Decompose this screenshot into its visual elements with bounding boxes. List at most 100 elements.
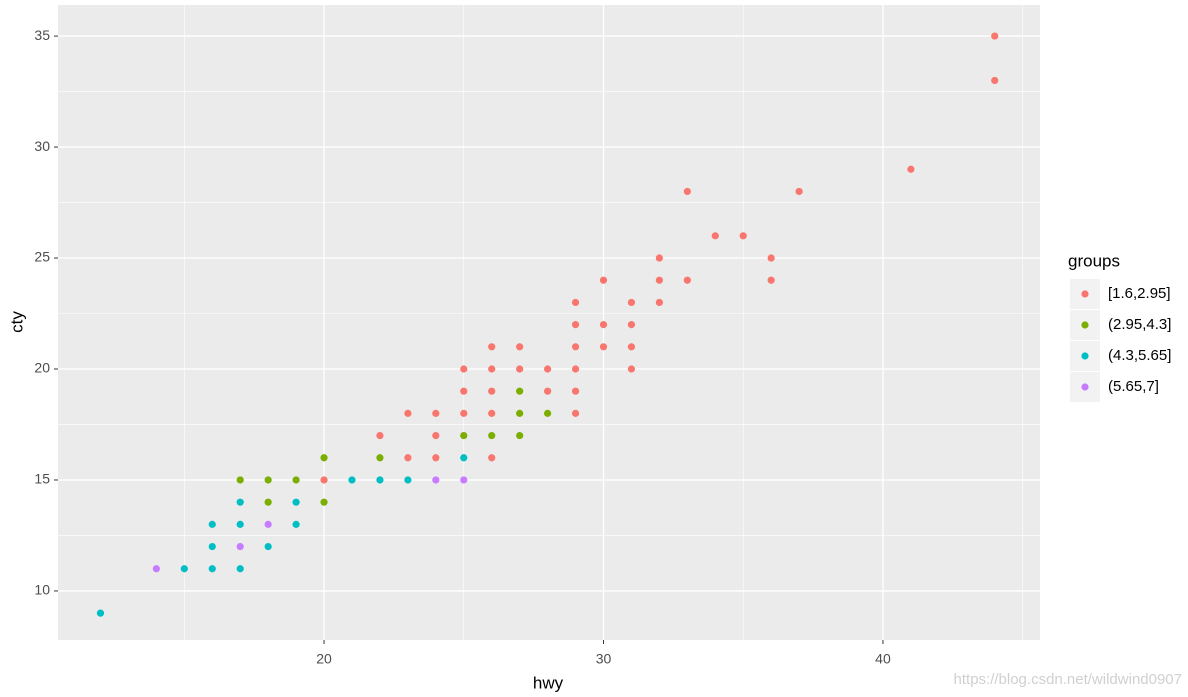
point	[599, 321, 608, 329]
point	[432, 476, 440, 484]
point	[320, 476, 328, 484]
point	[544, 409, 552, 417]
point	[711, 232, 719, 240]
point	[571, 343, 580, 351]
y-tick-label: 35	[34, 27, 50, 43]
point	[599, 276, 608, 284]
y-tick-label: 20	[34, 360, 50, 376]
point	[488, 365, 496, 373]
point	[404, 409, 412, 417]
point	[236, 520, 244, 528]
point	[432, 409, 440, 417]
point	[599, 343, 608, 351]
point	[516, 387, 524, 395]
point	[236, 565, 244, 573]
point	[264, 520, 272, 528]
point	[739, 232, 747, 240]
point	[488, 431, 496, 440]
point	[208, 542, 216, 551]
point	[460, 476, 468, 484]
point	[376, 454, 384, 462]
legend-symbol	[1081, 383, 1089, 391]
y-tick-label: 15	[34, 471, 50, 487]
point	[991, 32, 999, 40]
point	[320, 498, 328, 506]
point	[516, 343, 524, 351]
legend-symbol	[1081, 321, 1089, 329]
point	[96, 609, 105, 617]
x-tick-label: 20	[316, 651, 332, 667]
point	[571, 387, 580, 395]
point	[320, 454, 328, 462]
point	[432, 431, 440, 440]
point	[627, 298, 636, 307]
point	[208, 565, 216, 573]
point	[460, 454, 468, 462]
point	[683, 276, 691, 284]
point	[460, 409, 468, 417]
point	[208, 520, 216, 528]
legend-symbol	[1081, 290, 1089, 298]
point	[236, 542, 244, 551]
point	[516, 431, 524, 440]
x-tick-label: 40	[875, 651, 891, 667]
y-tick-label: 30	[34, 138, 50, 154]
point	[655, 298, 663, 307]
point	[236, 476, 244, 484]
point	[264, 476, 272, 484]
point	[544, 387, 552, 395]
point	[516, 409, 524, 417]
legend-symbol	[1081, 352, 1089, 360]
point	[460, 387, 468, 395]
point	[571, 321, 580, 329]
legend-label: (4.3,5.65]	[1108, 347, 1171, 364]
point	[292, 498, 300, 506]
point	[767, 276, 775, 284]
point	[432, 454, 440, 462]
point	[795, 187, 803, 196]
point	[460, 365, 468, 373]
point	[655, 276, 663, 284]
point	[991, 76, 999, 85]
x-tick-label: 30	[596, 651, 612, 667]
point	[627, 365, 636, 373]
legend-label: (2.95,4.3]	[1108, 316, 1171, 333]
point	[488, 343, 496, 351]
y-tick-label: 10	[34, 582, 50, 598]
legend-title: groups	[1068, 251, 1120, 270]
point	[348, 476, 356, 484]
point	[907, 165, 915, 173]
point	[683, 187, 691, 196]
watermark: https://blog.csdn.net/wildwind0907	[954, 671, 1182, 688]
point	[488, 454, 496, 462]
point	[544, 365, 552, 373]
point	[376, 431, 384, 440]
point	[404, 454, 412, 462]
point	[292, 476, 300, 484]
point	[460, 431, 468, 440]
point	[571, 409, 580, 417]
point	[404, 476, 412, 484]
point	[767, 254, 775, 262]
point	[488, 387, 496, 395]
point	[571, 365, 580, 373]
point	[292, 520, 300, 528]
legend-label: (5.65,7]	[1108, 378, 1159, 395]
point	[376, 476, 384, 484]
point	[264, 542, 272, 551]
legend-label: [1.6,2.95]	[1108, 285, 1171, 302]
point	[516, 365, 524, 373]
point	[627, 321, 636, 329]
point	[627, 343, 636, 351]
x-axis-title: hwy	[533, 673, 564, 692]
y-tick-label: 25	[34, 249, 50, 265]
point	[236, 498, 244, 506]
point	[152, 565, 160, 573]
point	[571, 298, 580, 307]
point	[264, 498, 272, 506]
point	[180, 565, 188, 573]
point	[655, 254, 663, 262]
y-axis-title: cty	[7, 311, 26, 333]
point	[488, 409, 496, 417]
